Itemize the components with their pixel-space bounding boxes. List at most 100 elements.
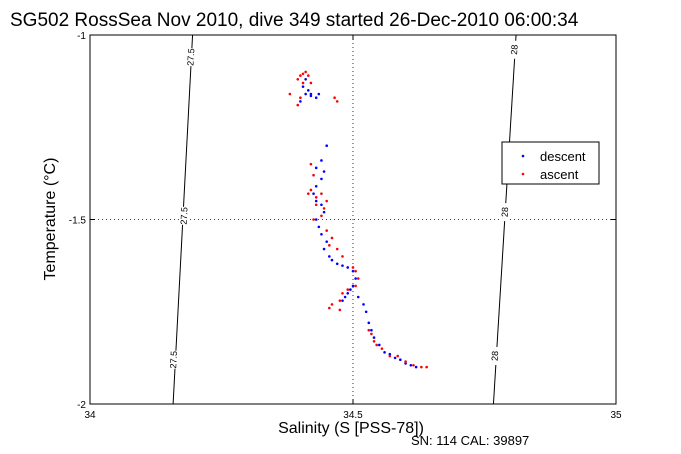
data-point-ascent	[320, 192, 323, 195]
data-point-descent	[356, 295, 360, 299]
contour-label-bg	[491, 347, 500, 366]
data-point-descent	[317, 225, 321, 229]
data-point-descent	[330, 258, 334, 262]
contour-label: 27.5	[185, 48, 196, 66]
chart-title: SG502 RossSea Nov 2010, dive 349 started…	[10, 10, 579, 31]
data-point-ascent	[328, 306, 331, 310]
data-point-descent	[378, 343, 381, 347]
data-point-ascent	[312, 218, 315, 221]
legend-label-ascent: ascent	[540, 167, 579, 182]
data-point-descent	[399, 358, 402, 362]
data-point-ascent	[301, 81, 305, 85]
data-point-descent	[414, 365, 418, 369]
data-point-descent	[367, 321, 371, 325]
data-point-ascent	[346, 288, 350, 291]
data-point-descent	[362, 303, 365, 306]
data-point-descent	[309, 92, 313, 96]
data-point-descent	[404, 362, 407, 365]
density-contours: 27.5 27.5 27.5 28 28 28	[168, 34, 520, 405]
data-point-descent	[314, 184, 318, 188]
axis-ticks: 34 34.5 35 -1 -1.5 -2	[69, 31, 622, 421]
data-point-descent	[306, 89, 310, 92]
data-point-ascent	[341, 255, 344, 258]
data-point-ascent	[412, 363, 415, 367]
data-point-ascent	[425, 365, 428, 369]
data-point-descent	[320, 232, 323, 236]
data-point-ascent	[341, 292, 344, 295]
data-point-descent	[335, 262, 339, 266]
data-point-descent	[388, 352, 392, 356]
data-point-ascent	[314, 196, 318, 199]
data-point-ascent	[330, 303, 334, 306]
data-point-descent	[364, 310, 368, 314]
contour-label: 28	[509, 44, 520, 55]
x-tick-label: 34.5	[343, 410, 363, 421]
data-point-descent	[341, 264, 344, 267]
data-point-ascent	[354, 269, 357, 273]
serial-cal-note: SN: 114 CAL: 39897	[411, 433, 529, 448]
data-point-descent	[314, 218, 318, 221]
data-point-ascent	[420, 365, 423, 369]
series-ascent	[288, 70, 428, 369]
data-point-ascent	[325, 229, 329, 232]
data-point-ascent	[306, 74, 310, 77]
data-point-descent	[370, 328, 373, 332]
data-point-descent	[314, 166, 318, 170]
data-point-ascent	[338, 308, 342, 312]
data-point-descent	[351, 269, 355, 273]
data-point-ascent	[330, 236, 334, 240]
data-point-descent	[322, 247, 326, 251]
data-point-descent	[409, 363, 413, 367]
y-tick-label: -1.5	[69, 216, 87, 227]
data-point-descent	[343, 295, 347, 299]
data-point-ascent	[306, 192, 310, 195]
data-point-descent	[351, 284, 355, 288]
data-point-ascent	[396, 354, 400, 358]
data-point-ascent	[309, 162, 313, 166]
data-point-descent	[317, 92, 321, 96]
data-point-descent	[314, 96, 318, 100]
legend-box	[501, 141, 600, 185]
data-point-descent	[304, 92, 307, 96]
legend-marker-descent	[521, 154, 525, 158]
data-point-ascent	[380, 347, 384, 350]
data-point-ascent	[314, 203, 318, 207]
contour-label: 28	[490, 351, 501, 362]
y-tick-label: -1	[77, 31, 86, 42]
data-point-descent	[314, 199, 318, 203]
data-point-ascent	[325, 199, 329, 203]
data-point-ascent	[322, 207, 326, 210]
contour-label: 27.5	[179, 207, 190, 225]
series-descent	[299, 77, 418, 369]
data-point-descent	[309, 94, 313, 98]
data-point-ascent	[404, 360, 407, 363]
data-point-ascent	[296, 103, 300, 107]
data-point-ascent	[299, 74, 302, 77]
data-point-ascent	[356, 277, 360, 280]
data-point-ascent	[320, 214, 323, 218]
data-point-ascent	[288, 92, 292, 96]
data-point-ascent	[370, 332, 373, 336]
data-point-ascent	[388, 354, 392, 358]
data-point-descent	[304, 77, 307, 81]
data-point-descent	[383, 351, 386, 354]
data-point-descent	[346, 292, 350, 295]
data-point-ascent	[333, 96, 336, 100]
contour-label: 27.5	[168, 351, 179, 369]
y-axis-label: Temperature (°C)	[42, 158, 59, 281]
y-tick-label: -2	[77, 400, 86, 411]
data-point-ascent	[335, 100, 339, 103]
data-point-descent	[354, 277, 357, 280]
data-point-descent	[312, 192, 315, 195]
data-point-ascent	[351, 266, 355, 269]
data-point-descent	[349, 288, 352, 291]
data-point-ascent	[301, 72, 305, 76]
data-point-descent	[341, 299, 344, 302]
data-point-ascent	[328, 244, 331, 247]
data-point-ascent	[375, 343, 378, 347]
data-point-descent	[320, 159, 323, 162]
contour-label-bg	[511, 40, 520, 59]
data-point-ascent	[335, 247, 339, 251]
data-point-ascent	[296, 77, 300, 81]
